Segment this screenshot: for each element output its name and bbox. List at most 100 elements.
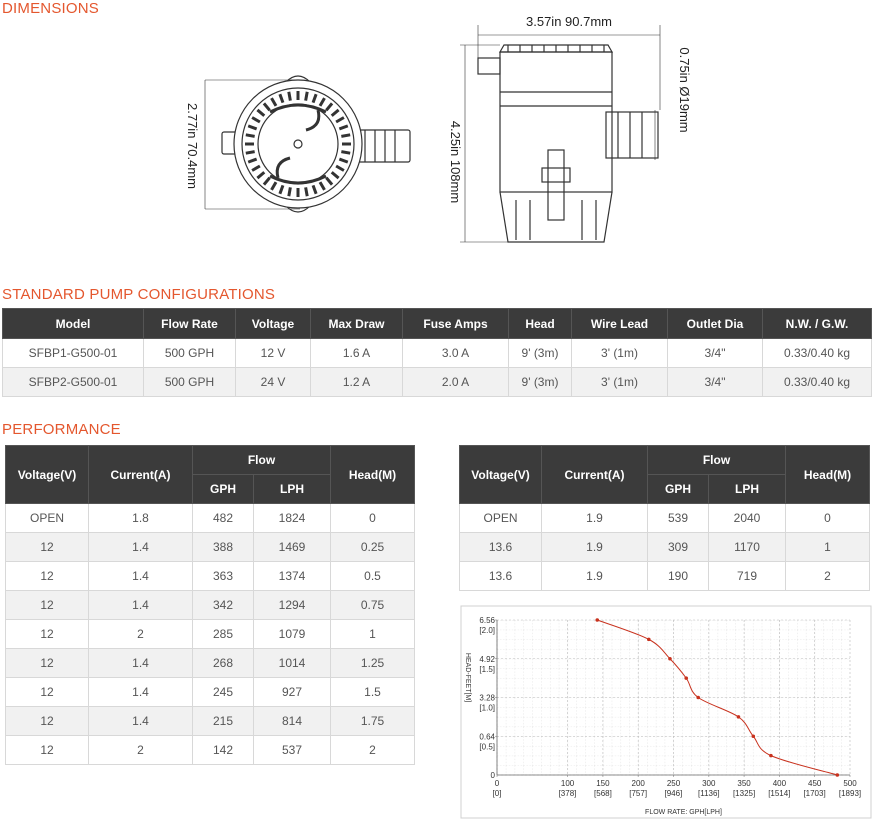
cell: 927 xyxy=(252,677,332,707)
rib xyxy=(325,176,334,186)
x-tick-label: 350 xyxy=(737,779,751,788)
y-tick-label: 3.28 xyxy=(479,694,495,703)
cell: 13.6 xyxy=(459,561,542,591)
cell: 1.75 xyxy=(330,706,416,736)
header-row: Voltage(V) Current(A) Flow Head(M) xyxy=(459,445,871,504)
cell: 1 xyxy=(785,532,871,562)
header-cell: Wire Lead xyxy=(571,308,668,339)
y-tick-label: 0 xyxy=(491,771,496,780)
rib xyxy=(278,93,285,104)
x2-tick-label: [1136] xyxy=(698,789,720,798)
y-tick-label: 6.56 xyxy=(479,616,495,625)
cell: SFBP1-G500-01 xyxy=(2,338,144,368)
header-cell: Current(A) xyxy=(541,445,648,504)
cell: 2 xyxy=(88,619,193,649)
header-row: Model Flow Rate Voltage Max Draw Fuse Amps He… xyxy=(2,308,872,339)
rib xyxy=(341,133,351,138)
cell: 0.33/0.40 kg xyxy=(762,367,872,397)
x2-tick-label: [1514] xyxy=(768,789,790,798)
rib xyxy=(251,116,261,124)
row: 12 1.4 245 927 1.5 xyxy=(5,677,416,707)
header-cell: Fuse Amps xyxy=(402,308,509,339)
rib xyxy=(311,184,318,195)
pump-top-view xyxy=(204,75,411,213)
section-title: DIMENSIONS xyxy=(2,0,100,17)
point xyxy=(835,773,840,777)
x2-tick-label: [0] xyxy=(493,789,502,798)
cell: 0 xyxy=(785,503,871,533)
y-tick-label: 4.92 xyxy=(479,655,495,664)
cell: 482 xyxy=(192,503,254,533)
cell: 0 xyxy=(330,503,416,533)
rib xyxy=(287,91,292,101)
cell: 3/4" xyxy=(667,338,763,368)
rib xyxy=(304,91,309,101)
x-tick-label: 0 xyxy=(495,779,500,788)
cell: 500 GPH xyxy=(143,367,236,397)
x-tick-label: 500 xyxy=(843,779,857,788)
rib xyxy=(256,108,266,117)
header-cell: Voltage(V) xyxy=(459,445,542,504)
cell: 1.2 A xyxy=(310,367,403,397)
rib xyxy=(287,187,292,197)
point xyxy=(769,753,773,758)
row: 13.6 1.9 309 1170 1 xyxy=(459,532,871,562)
cell: SFBP2-G500-01 xyxy=(2,367,144,397)
performance-table: Voltage(V) Current(A) Flow Head(M) GPH LPH OPE… xyxy=(5,445,416,765)
rib xyxy=(330,108,340,117)
x2-tick-label: [757] xyxy=(629,789,647,798)
header-cell: Head(M) xyxy=(330,445,416,504)
x-tick-label: 300 xyxy=(702,779,716,788)
cell: 3' (1m) xyxy=(571,367,668,397)
point xyxy=(751,734,756,739)
rib xyxy=(304,187,309,197)
header-cell: LPH xyxy=(707,474,787,504)
point xyxy=(684,676,689,680)
y2-tick-label: [2.0] xyxy=(479,626,495,635)
rib xyxy=(270,97,278,107)
cell: 1.25 xyxy=(330,648,416,678)
cell: 12 xyxy=(5,735,89,765)
x-tick-label: 400 xyxy=(773,779,787,788)
rib xyxy=(318,97,326,107)
rib xyxy=(262,102,271,112)
cell: 814 xyxy=(252,706,332,736)
header-cell: GPH xyxy=(647,474,709,504)
cell: 24 V xyxy=(235,367,311,397)
cell: 2 xyxy=(330,735,416,765)
dimension-label: 3.57in 90.7mm xyxy=(526,14,612,29)
cell: OPEN xyxy=(5,503,89,533)
rib xyxy=(270,181,278,191)
rib xyxy=(311,93,318,104)
header-cell: Head xyxy=(508,308,572,339)
cell: 3' (1m) xyxy=(571,338,668,368)
cell: 500 GPH xyxy=(143,338,236,368)
cell: 12 V xyxy=(235,338,311,368)
cell: 309 xyxy=(647,532,709,562)
cell: 1374 xyxy=(252,561,332,591)
cell: 0.75 xyxy=(330,590,416,620)
cell: 13.6 xyxy=(459,532,542,562)
cell: 2040 xyxy=(707,503,787,533)
rib xyxy=(325,102,334,112)
chart-frame xyxy=(460,605,872,819)
header-cell: Voltage xyxy=(235,308,311,339)
rib xyxy=(330,171,340,180)
row: 12 1.4 388 1469 0.25 xyxy=(5,532,416,562)
header-cell: Flow Rate xyxy=(143,308,236,339)
performance-table: Voltage(V) Current(A) Flow Head(M) GPH LPH OPE… xyxy=(459,445,871,591)
cell: 3.0 A xyxy=(402,338,509,368)
pump-side-view xyxy=(460,25,661,243)
cell: 1.4 xyxy=(88,648,193,678)
row: 13.6 1.9 190 719 2 xyxy=(459,561,871,591)
section-title: STANDARD PUMP CONFIGURATIONS xyxy=(2,286,276,303)
cell: 142 xyxy=(192,735,254,765)
row: SFBP2-G500-01 500 GPH 24 V 1.2 A 2.0 A 9' (3m… xyxy=(2,367,872,397)
point xyxy=(595,618,600,622)
row: 12 1.4 363 1374 0.5 xyxy=(5,561,416,591)
cell: 537 xyxy=(252,735,332,765)
dimension-label: 4.25in 108mm xyxy=(448,121,463,203)
cell: 0.33/0.40 kg xyxy=(762,338,872,368)
header-row: GPH LPH xyxy=(6,474,415,504)
